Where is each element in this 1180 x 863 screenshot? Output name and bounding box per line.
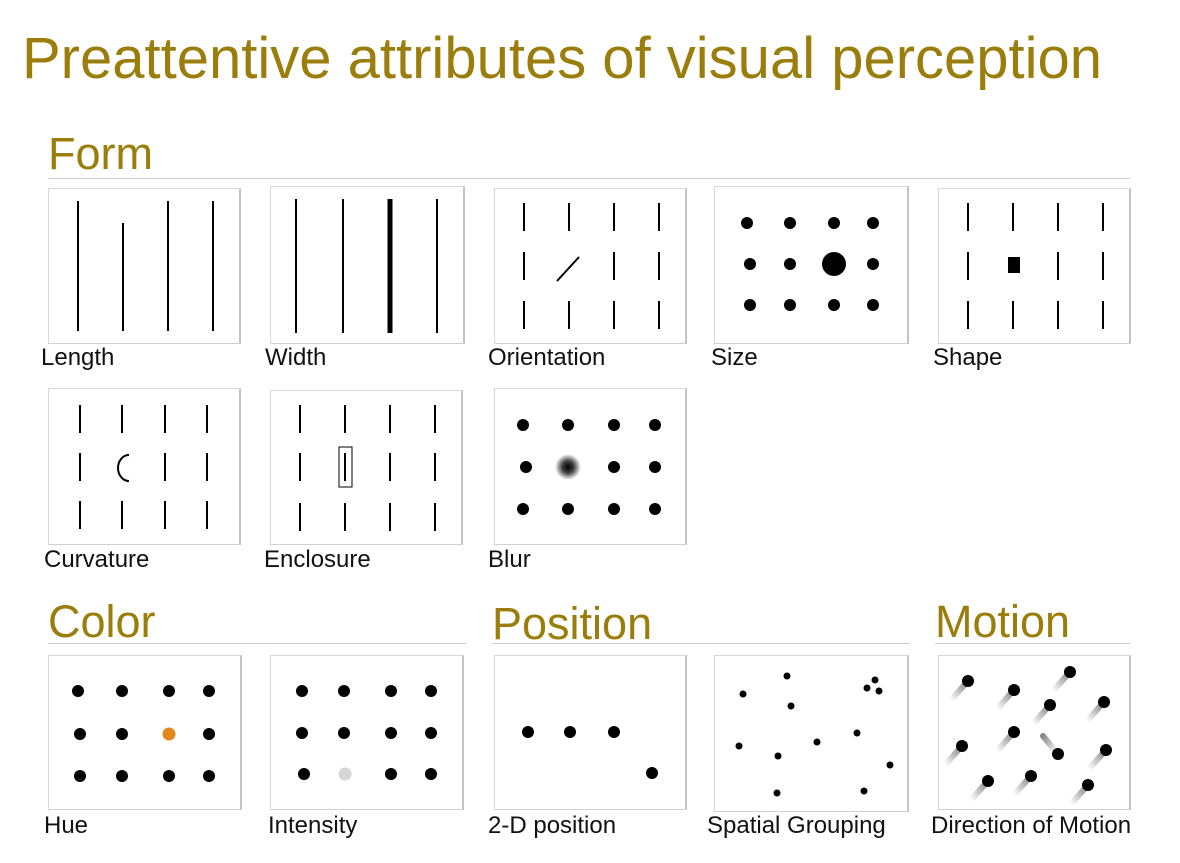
intensity-label: Intensity <box>268 812 358 839</box>
shape-illustration <box>967 203 1104 329</box>
direction-of-motion-label: Direction of Motion <box>931 812 1132 839</box>
hue-label: Hue <box>44 812 89 839</box>
enclosure-panel <box>270 390 463 545</box>
section-form-heading: Form <box>48 128 153 179</box>
section-form-divider <box>48 178 1130 179</box>
section-color-heading: Color <box>48 596 156 647</box>
blur-panel <box>494 388 687 545</box>
hue-illustration <box>72 685 215 782</box>
direction-of-motion-illustration <box>942 666 1112 807</box>
enclosure-illustration <box>299 405 436 531</box>
curvature-illustration <box>79 405 208 529</box>
position-2d-panel <box>494 655 687 810</box>
length-label: Length <box>41 344 115 371</box>
intensity-panel <box>270 655 464 810</box>
section-color-divider <box>48 643 466 644</box>
hue-panel <box>48 655 242 810</box>
orientation-label: Orientation <box>488 344 606 371</box>
spatial-grouping-panel <box>714 655 909 812</box>
width-illustration <box>295 199 438 333</box>
width-label: Width <box>265 344 327 371</box>
intensity-illustration <box>296 685 437 781</box>
size-illustration <box>741 217 879 311</box>
position-2d-illustration <box>522 726 658 779</box>
size-label: Size <box>711 344 758 371</box>
orientation-panel <box>494 188 687 344</box>
section-motion-heading: Motion <box>935 596 1071 647</box>
spatial-grouping-illustration <box>735 672 894 797</box>
page-title: Preattentive attributes of visual percep… <box>22 26 1103 91</box>
section-motion-divider <box>935 643 1130 644</box>
width-panel <box>270 186 465 344</box>
section-position-heading: Position <box>492 598 653 649</box>
spatial-grouping-label: Spatial Grouping <box>707 812 886 839</box>
orientation-illustration <box>523 203 660 329</box>
blur-label: Blur <box>488 546 531 573</box>
section-position-divider <box>492 643 910 644</box>
length-panel <box>48 188 241 344</box>
enclosure-label: Enclosure <box>264 546 371 573</box>
blur-illustration <box>517 419 661 515</box>
size-panel <box>714 186 909 344</box>
curvature-panel <box>48 388 241 545</box>
shape-label: Shape <box>933 344 1003 371</box>
curvature-label: Curvature <box>44 546 150 573</box>
length-illustration <box>77 201 214 331</box>
direction-of-motion-panel <box>938 655 1131 810</box>
position-2d-label: 2-D position <box>488 812 617 839</box>
shape-panel <box>938 188 1131 344</box>
